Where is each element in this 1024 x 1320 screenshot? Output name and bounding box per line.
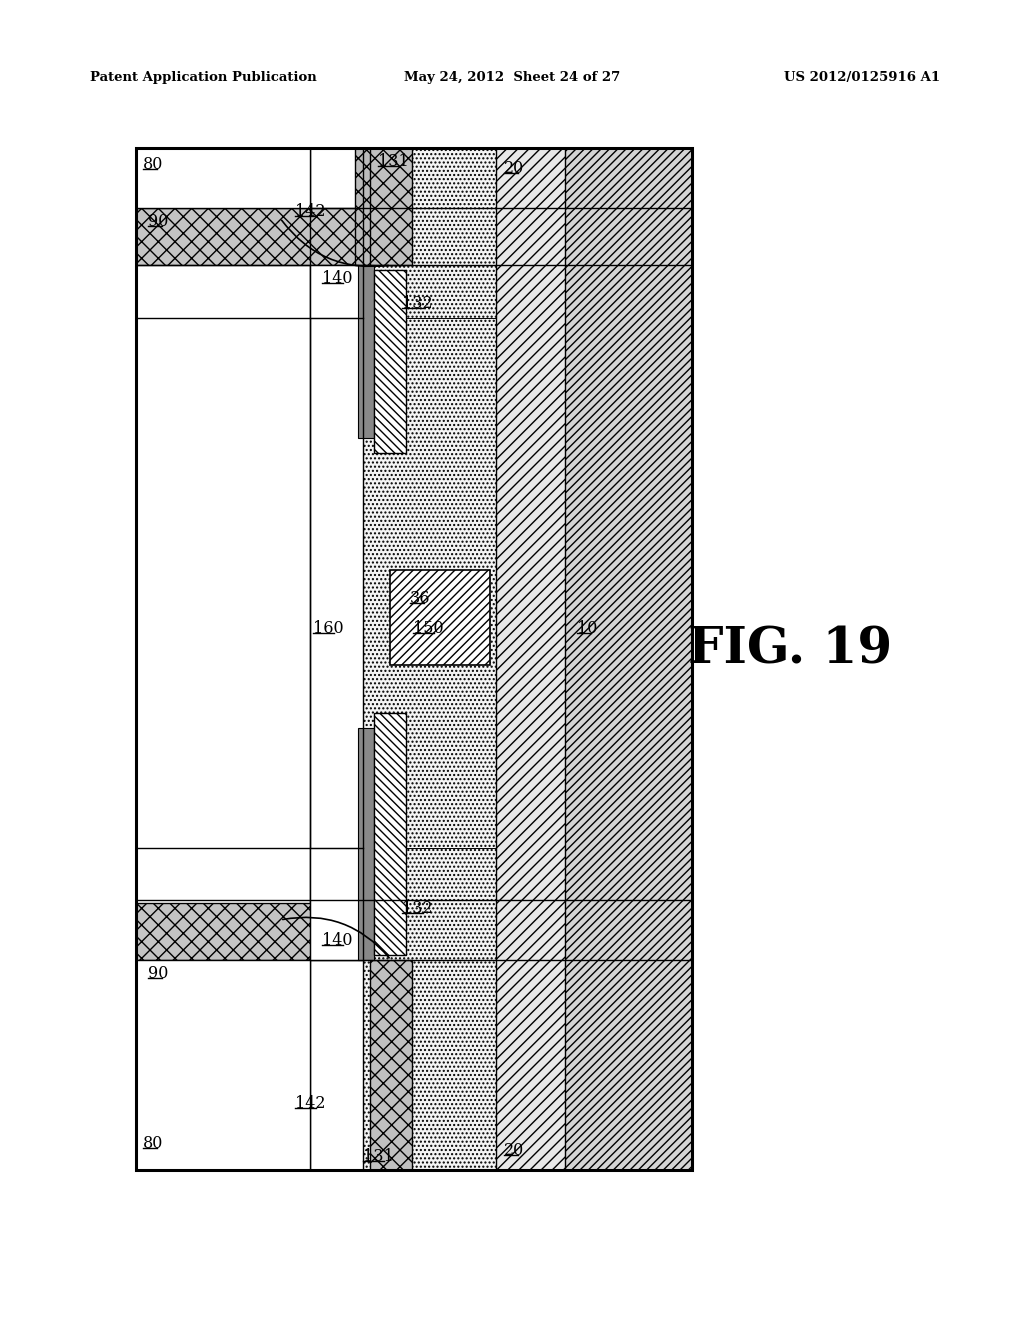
Text: 142: 142 bbox=[295, 1096, 326, 1111]
Text: FIG. 19: FIG. 19 bbox=[688, 626, 892, 675]
Bar bbox=[136, 148, 692, 1170]
Bar bbox=[390, 570, 490, 665]
Bar bbox=[370, 960, 412, 1170]
Text: 10: 10 bbox=[577, 620, 597, 638]
Bar bbox=[565, 148, 692, 1170]
Bar bbox=[358, 265, 374, 438]
Bar bbox=[358, 729, 374, 960]
Text: 160: 160 bbox=[313, 620, 344, 638]
Text: May 24, 2012  Sheet 24 of 27: May 24, 2012 Sheet 24 of 27 bbox=[403, 71, 621, 84]
Bar bbox=[136, 148, 310, 1170]
Text: 150: 150 bbox=[413, 620, 443, 638]
Bar bbox=[310, 148, 362, 1170]
Bar bbox=[362, 847, 496, 960]
Text: 90: 90 bbox=[148, 213, 168, 230]
Text: 140: 140 bbox=[322, 932, 352, 949]
Bar bbox=[374, 713, 406, 954]
Bar bbox=[136, 960, 310, 1170]
Bar bbox=[496, 148, 565, 1170]
Text: 20: 20 bbox=[504, 160, 524, 177]
Bar bbox=[310, 847, 362, 960]
Text: 140: 140 bbox=[322, 271, 352, 286]
Text: 131: 131 bbox=[362, 1148, 394, 1166]
Text: 142: 142 bbox=[295, 203, 326, 220]
Text: 90: 90 bbox=[148, 965, 168, 982]
Text: 80: 80 bbox=[143, 156, 164, 173]
Bar bbox=[362, 265, 496, 318]
Bar bbox=[136, 903, 362, 960]
Bar bbox=[355, 148, 406, 265]
Text: Patent Application Publication: Patent Application Publication bbox=[90, 71, 316, 84]
Bar bbox=[370, 148, 412, 265]
Text: 131: 131 bbox=[378, 153, 409, 170]
Text: 132: 132 bbox=[402, 900, 432, 917]
Bar bbox=[136, 148, 310, 209]
Bar bbox=[136, 209, 362, 265]
Text: 80: 80 bbox=[143, 1135, 164, 1152]
Text: 36: 36 bbox=[410, 590, 430, 607]
Bar bbox=[374, 271, 406, 453]
Bar bbox=[136, 148, 692, 1170]
Bar bbox=[362, 148, 496, 1170]
Text: 20: 20 bbox=[504, 1142, 524, 1159]
Bar bbox=[310, 265, 362, 318]
Text: 132: 132 bbox=[402, 294, 432, 312]
Text: US 2012/0125916 A1: US 2012/0125916 A1 bbox=[784, 71, 940, 84]
